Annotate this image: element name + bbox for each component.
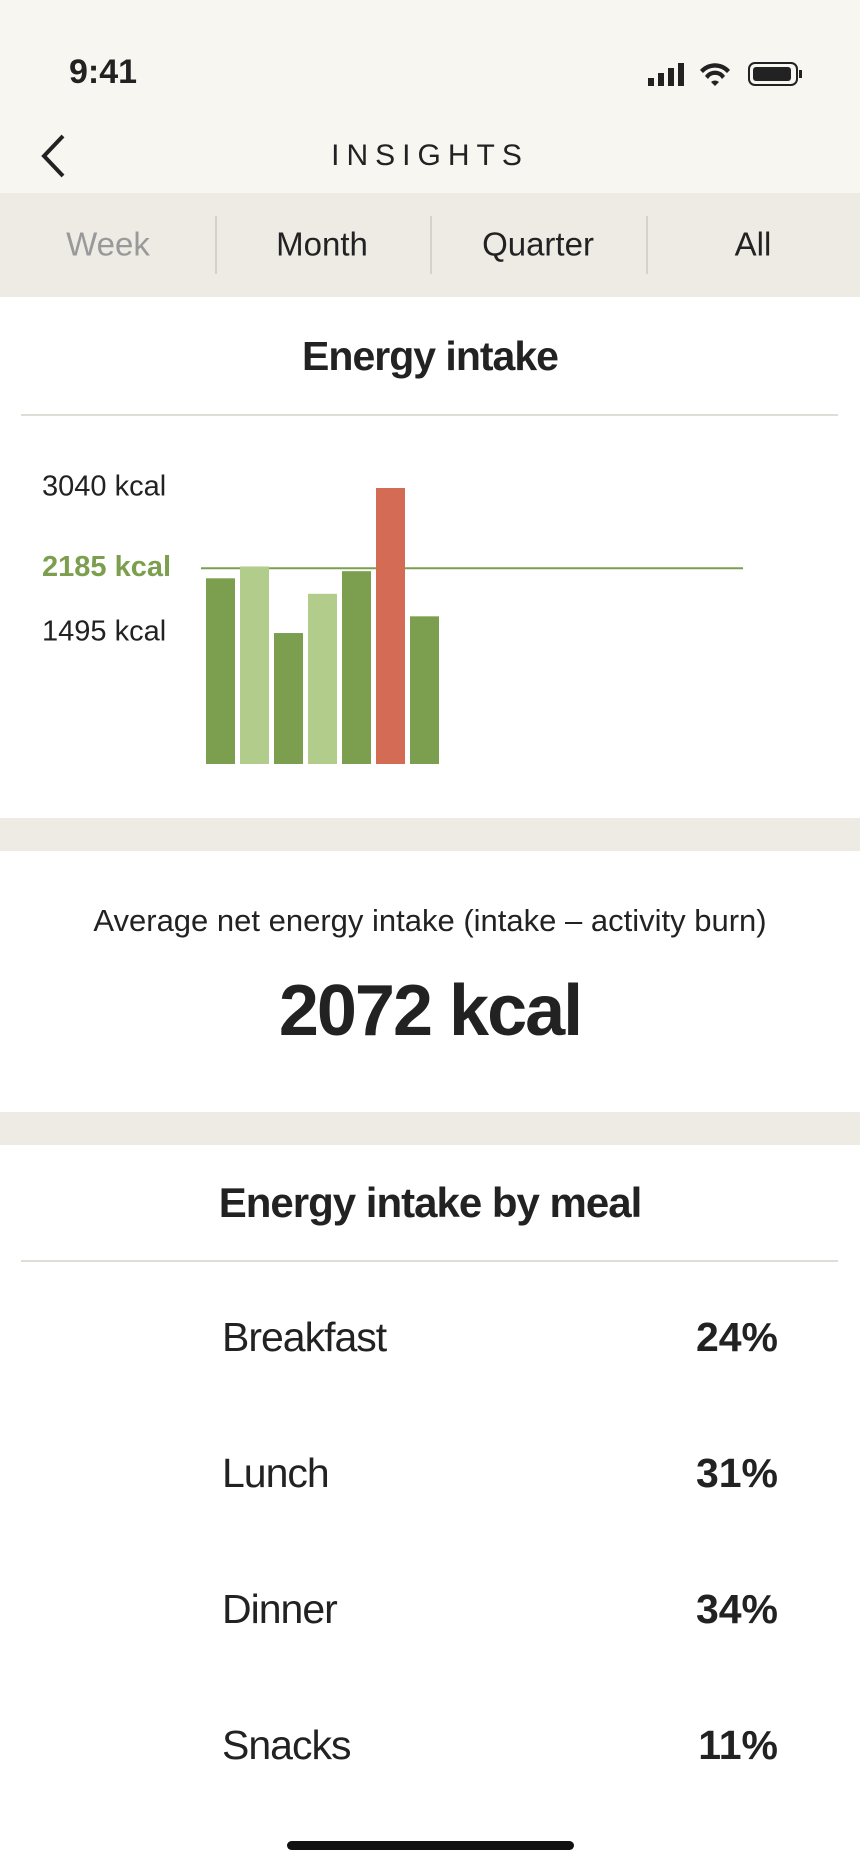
status-time: 9:41: [69, 53, 137, 91]
header-bg: [0, 0, 860, 193]
back-button[interactable]: [41, 134, 65, 178]
section-gap: [0, 1112, 860, 1145]
header-title: INSIGHTS: [331, 139, 529, 172]
section-gap: [0, 818, 860, 851]
status-icons: [648, 62, 802, 86]
meals-title: Energy intake by meal: [219, 1179, 642, 1226]
bar: [308, 593, 337, 764]
tab[interactable]: All: [735, 226, 772, 263]
meal-percent: 34%: [696, 1586, 778, 1632]
meal-percent: 11%: [698, 1722, 778, 1768]
tab[interactable]: Week: [66, 226, 150, 263]
y-tick-label: 1495 kcal: [42, 616, 166, 648]
meal-name: Lunch: [222, 1450, 329, 1496]
bar: [410, 616, 439, 764]
tab[interactable]: Quarter: [482, 226, 594, 263]
bar: [376, 488, 405, 764]
home-indicator: [287, 1841, 574, 1850]
summary-value: 2072 kcal: [279, 971, 581, 1051]
meal-percent: 24%: [696, 1314, 778, 1360]
bar: [206, 578, 235, 764]
meal-name: Breakfast: [222, 1314, 388, 1360]
y-tick-label: 2185 kcal: [42, 551, 171, 583]
meal-name: Snacks: [222, 1722, 351, 1768]
y-tick-label: 3040 kcal: [42, 471, 166, 503]
tab[interactable]: Month: [276, 226, 368, 263]
bar: [342, 571, 371, 764]
chart-title: Energy intake: [302, 333, 558, 379]
meal-percent: 31%: [696, 1450, 778, 1496]
meal-name: Dinner: [222, 1586, 337, 1632]
bar: [240, 566, 269, 764]
bar: [274, 633, 303, 764]
summary-label: Average net energy intake (intake – acti…: [93, 903, 766, 938]
